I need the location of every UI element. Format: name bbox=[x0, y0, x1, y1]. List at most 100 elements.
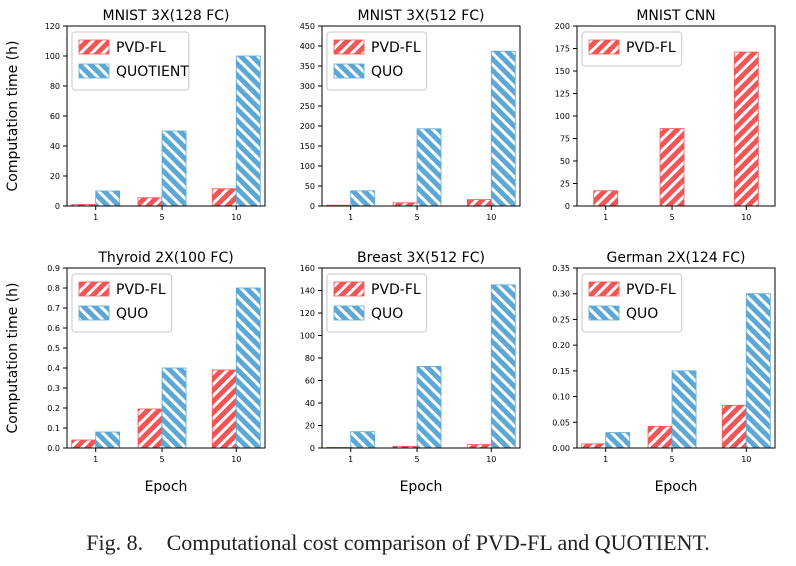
chart-panel-6: German 2X(124 FC) 0.00 0.05 0.10 0.15 0.20 0.2… bbox=[552, 250, 776, 495]
bar-quotient bbox=[95, 190, 121, 207]
legend-swatch bbox=[588, 39, 620, 55]
bar-pvd-fl bbox=[593, 190, 619, 207]
y-tick-label: 0.1 bbox=[47, 424, 60, 433]
x-tick-label: 5 bbox=[159, 455, 164, 464]
x-tick-label: 1 bbox=[603, 455, 608, 464]
y-tick-label: 60 bbox=[305, 377, 315, 386]
legend: PVD-FL QUO bbox=[326, 273, 428, 333]
bar-quo bbox=[745, 293, 771, 449]
chart-panel-3: MNIST CNN 0 25 50 75 100 125 150 175 200 1 5 10 PVD-F… bbox=[555, 8, 776, 222]
y-tick-label: 200 bbox=[555, 22, 570, 31]
y-tick-label: 50 bbox=[305, 182, 315, 191]
y-tick-label: 150 bbox=[555, 67, 570, 76]
y-tick-label: 0 bbox=[310, 202, 315, 211]
y-tick-label: 0 bbox=[565, 202, 570, 211]
y-tick-label: 0.3 bbox=[47, 384, 60, 393]
legend-entry: PVD-FL bbox=[116, 40, 166, 56]
bar-pvd-fl bbox=[211, 188, 237, 207]
y-tick-label: 100 bbox=[300, 332, 315, 341]
y-tick-label: 0.15 bbox=[552, 367, 570, 376]
y-tick-label: 200 bbox=[300, 122, 315, 131]
bar-pvd-fl bbox=[647, 425, 673, 449]
chart-panel-1: MNIST 3X(128 FC) 0 20 40 60 80 100 120 1 5 10 Compu… bbox=[5, 8, 266, 222]
y-tick-label: 50 bbox=[560, 157, 570, 166]
y-tick-label: 0.4 bbox=[47, 364, 60, 373]
caption-text: Computational cost comparison of PVD-FL … bbox=[166, 530, 710, 555]
y-tick-label: 140 bbox=[300, 287, 315, 296]
legend-swatch bbox=[588, 305, 620, 321]
x-tick-label: 5 bbox=[159, 213, 164, 222]
legend-swatch bbox=[333, 305, 365, 321]
y-tick-label: 0.05 bbox=[552, 418, 570, 427]
y-tick-label: 125 bbox=[555, 90, 570, 99]
legend-entry: PVD-FL bbox=[626, 282, 676, 298]
legend-entry: PVD-FL bbox=[116, 282, 166, 298]
x-tick-label: 5 bbox=[414, 213, 419, 222]
y-tick-label: 400 bbox=[300, 42, 315, 51]
legend-swatch bbox=[78, 281, 110, 297]
y-tick-label: 0 bbox=[310, 444, 315, 453]
legend-entry: QUO bbox=[116, 306, 148, 322]
bar-quo bbox=[671, 370, 697, 449]
y-tick-label: 75 bbox=[560, 135, 570, 144]
y-tick-label: 100 bbox=[300, 162, 315, 171]
bar-pvd-fl bbox=[466, 444, 492, 449]
chart-panel-4: Thyroid 2X(100 FC) 0.0 0.1 0.2 0.3 0.4 0.5 0.6 0… bbox=[5, 250, 266, 495]
bar-quotient bbox=[235, 55, 261, 207]
legend-entry: QUO bbox=[626, 306, 658, 322]
x-tick-label: 1 bbox=[93, 213, 98, 222]
bar-pvd-fl bbox=[211, 369, 237, 449]
y-tick-label: 150 bbox=[300, 142, 315, 151]
y-tick-label: 0.25 bbox=[552, 315, 570, 324]
bar-pvd-fl bbox=[721, 404, 747, 449]
y-tick-label: 450 bbox=[300, 22, 315, 31]
y-axis-label: Computation time (h) bbox=[5, 283, 21, 434]
bar-pvd-fl bbox=[137, 408, 163, 449]
chart-title: MNIST 3X(512 FC) bbox=[358, 8, 485, 24]
x-axis-label: Epoch bbox=[145, 479, 188, 495]
bar-quo bbox=[490, 50, 516, 207]
x-tick-label: 1 bbox=[348, 213, 353, 222]
y-tick-label: 0.20 bbox=[552, 341, 570, 350]
x-tick-label: 10 bbox=[486, 213, 496, 222]
chart-title: MNIST CNN bbox=[636, 8, 715, 24]
y-tick-label: 175 bbox=[555, 45, 570, 54]
y-tick-label: 100 bbox=[45, 52, 60, 61]
figure-caption: Fig. 8. Computational cost comparison of… bbox=[0, 530, 796, 556]
legend: PVD-FL QUO bbox=[326, 31, 428, 91]
legend-swatch bbox=[588, 281, 620, 297]
x-tick-label: 10 bbox=[231, 455, 241, 464]
legend-swatch bbox=[78, 305, 110, 321]
plot-frame bbox=[576, 267, 776, 449]
bar-quo bbox=[235, 287, 261, 449]
legend-entry: QUO bbox=[371, 64, 403, 80]
y-tick-label: 120 bbox=[45, 22, 60, 31]
bar-pvd-fl bbox=[71, 439, 97, 449]
x-tick-label: 5 bbox=[414, 455, 419, 464]
bar-quo bbox=[416, 128, 442, 207]
y-tick-label: 0 bbox=[55, 202, 60, 211]
bar-quo bbox=[161, 367, 187, 449]
y-tick-label: 40 bbox=[50, 142, 60, 151]
legend-swatch bbox=[333, 63, 365, 79]
bar-quotient bbox=[161, 130, 187, 207]
x-axis-label: Epoch bbox=[655, 479, 698, 495]
legend-swatch bbox=[333, 39, 365, 55]
chart-title: German 2X(124 FC) bbox=[607, 250, 746, 266]
bar-quo bbox=[490, 284, 516, 449]
y-tick-label: 0.10 bbox=[552, 393, 570, 402]
legend-entry: PVD-FL bbox=[371, 40, 421, 56]
legend-swatch bbox=[333, 281, 365, 297]
legend-entry: QUO bbox=[371, 306, 403, 322]
legend: PVD-FL bbox=[581, 31, 683, 67]
bar-pvd-fl bbox=[581, 443, 607, 449]
y-tick-label: 0.2 bbox=[47, 404, 60, 413]
y-tick-label: 0.8 bbox=[47, 284, 60, 293]
y-tick-label: 0.9 bbox=[47, 264, 60, 273]
plot-frame bbox=[66, 267, 266, 449]
y-tick-label: 0.6 bbox=[47, 324, 60, 333]
y-tick-label: 20 bbox=[305, 422, 315, 431]
plot-frame bbox=[321, 25, 521, 207]
bar-quo bbox=[350, 190, 376, 207]
x-tick-label: 10 bbox=[486, 455, 496, 464]
